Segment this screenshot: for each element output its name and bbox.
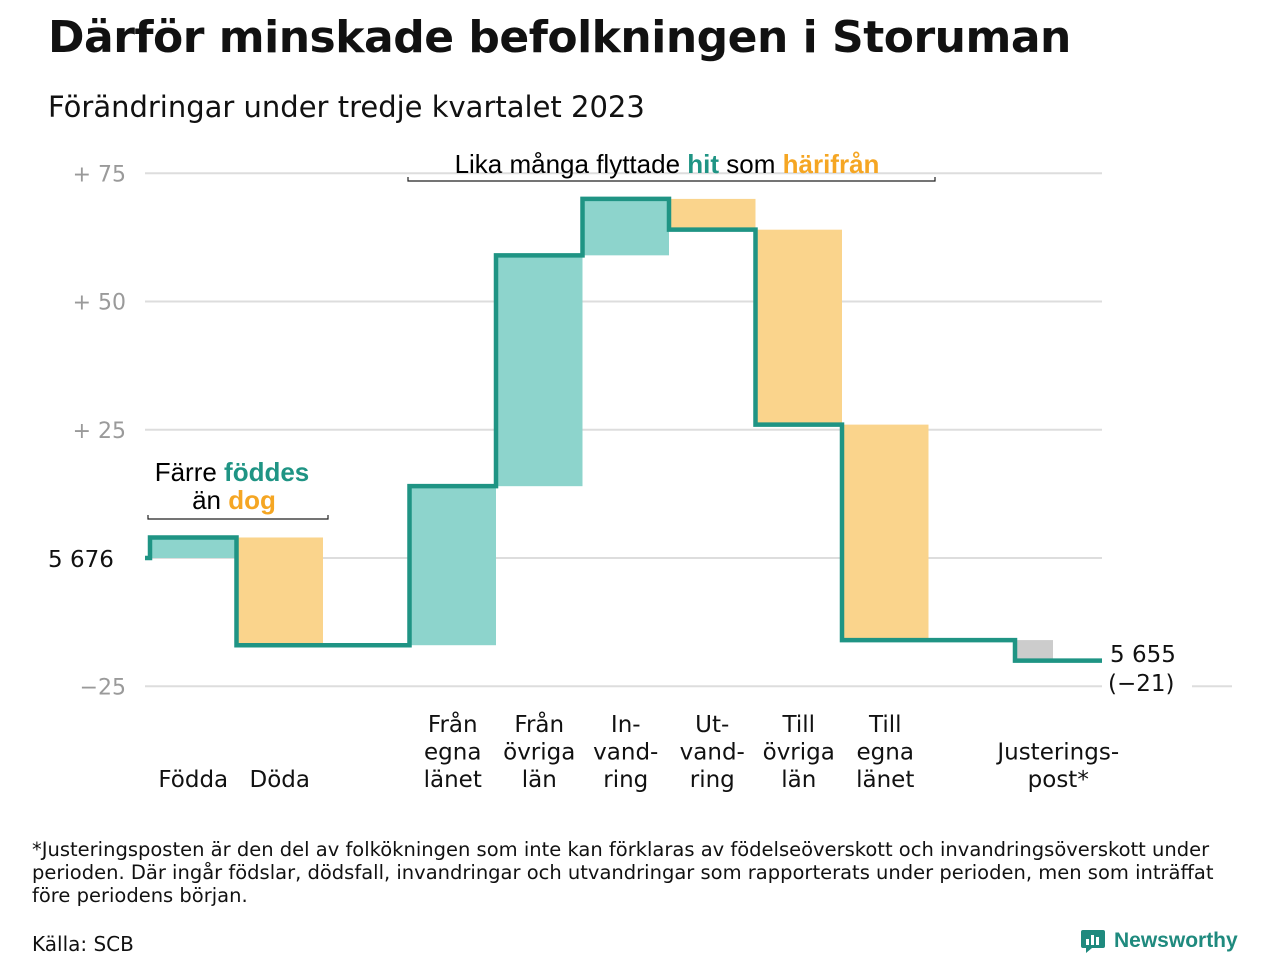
waterfall-chart: + 75+ 50+ 25−25 Födda DödaFrånegnalänetFr…: [48, 149, 1232, 793]
x-category-label: länet: [424, 767, 482, 793]
births-deaths-bracket: [147, 515, 329, 520]
y-tick-label: −25: [80, 675, 126, 700]
x-category-label: Födda: [158, 767, 228, 793]
footnote: *Justeringsposten är den del av folkökni…: [32, 838, 1214, 907]
newsworthy-icon: [1081, 930, 1105, 953]
births-deaths-annotation: Färre föddes än dog: [155, 457, 310, 515]
x-category-label: Till: [868, 712, 902, 738]
brand-name: Newsworthy: [1114, 929, 1238, 952]
source-label: Källa: SCB: [32, 932, 134, 956]
waterfall-bar: [496, 255, 583, 487]
x-category-label: Döda: [250, 767, 310, 793]
x-category-label: Till: [781, 712, 815, 738]
x-category-label: Ut-: [695, 712, 729, 738]
y-tick-label: + 50: [73, 291, 126, 316]
end-value-label: 5 655: [1110, 642, 1176, 668]
waterfall-bar: [842, 424, 929, 641]
annotation-line-1: Färre föddes: [155, 457, 310, 487]
migration-annotation-text: Lika många flyttade hit som härifrån: [455, 149, 880, 179]
migration-bracket: [407, 177, 936, 182]
x-category-label: ring: [603, 767, 648, 793]
waterfall-bar: [582, 198, 669, 256]
line-layer: [145, 196, 1102, 663]
waterfall-bar: [236, 537, 323, 646]
chart-subtitle: Förändringar under tredje kvartalet 2023: [48, 90, 645, 124]
x-category-label: övriga: [763, 740, 835, 766]
population-step-line: [145, 196, 1102, 663]
migration-annotation: Lika många flyttade hit som härifrån: [455, 149, 880, 179]
waterfall-bar: [669, 198, 756, 230]
x-category-label: post*: [1028, 767, 1089, 793]
waterfall-bar: [755, 229, 842, 425]
end-change-label: (−21): [1108, 671, 1174, 697]
x-category-label: egna: [424, 740, 481, 766]
start-value-label: 5 676: [48, 547, 114, 573]
y-tick-label: + 25: [73, 419, 126, 444]
x-category-label: Från: [514, 710, 564, 738]
x-category-label: Justerings-: [995, 740, 1119, 766]
x-category-label: Från: [428, 710, 478, 738]
x-category-label: ring: [690, 767, 735, 793]
x-category-label: län: [781, 767, 816, 793]
x-category-label: vand-: [593, 740, 658, 766]
annotation-line-2: än dog: [192, 485, 276, 515]
x-category-label: övriga: [503, 740, 575, 766]
x-category-label: In-: [611, 712, 641, 738]
brand-logo: Newsworthy: [1080, 928, 1238, 954]
x-category-label: länet: [856, 767, 914, 793]
y-tick-label: + 75: [73, 162, 126, 187]
waterfall-bar: [150, 537, 237, 558]
x-category-label: län: [522, 767, 557, 793]
waterfall-bar: [1015, 640, 1053, 661]
waterfall-bar: [409, 486, 496, 646]
label-layer: Födda DödaFrånegnalänetFrånövrigalänIn-va…: [158, 710, 1119, 793]
x-category-label: vand-: [680, 740, 745, 766]
chart-title: Därför minskade befolkningen i Storuman: [48, 12, 1071, 63]
x-category-label: egna: [857, 740, 914, 766]
bar-layer: [150, 198, 1053, 661]
